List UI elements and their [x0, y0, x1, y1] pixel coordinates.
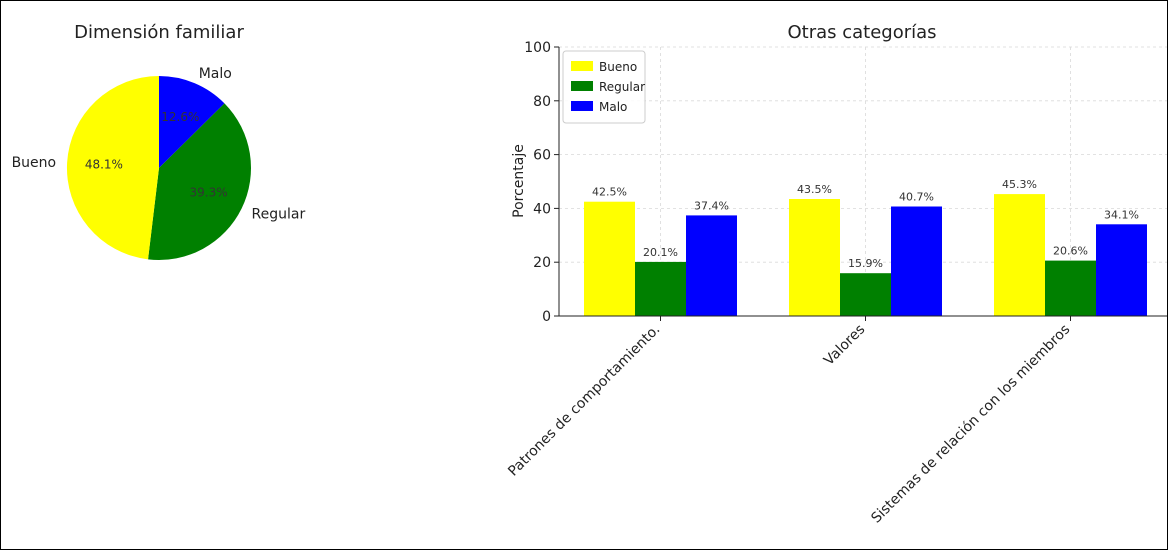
- x-tick-label-sistemas-de-relacion-con-los-miembros: Sistemas de relación con los miembros: [868, 322, 1073, 527]
- bar-malo-sistemas-de-relacion-con-los-miembros: [1096, 224, 1147, 316]
- bar-value-label: 43.5%: [797, 183, 832, 196]
- pie-slices: 12.6% Malo 39.3% Regular 48.1% Bueno: [12, 66, 306, 261]
- bar-value-label: 42.5%: [592, 186, 627, 199]
- pie-category-label-bueno: Bueno: [12, 155, 57, 171]
- bar-regular-valores: [840, 273, 891, 316]
- y-tick-label: 60: [533, 148, 551, 164]
- bar-value-label: 40.7%: [899, 191, 934, 204]
- x-tick-label-valores: Valores: [821, 322, 868, 369]
- pie-slice-malo: [159, 76, 225, 168]
- bar-regular-patrones-de-comportamiento: [635, 261, 686, 316]
- legend-swatch-regular: [571, 81, 593, 91]
- y-tick-label: 100: [524, 40, 551, 56]
- pie-value-label-malo: 12.6%: [161, 110, 199, 124]
- legend-label-bueno: Bueno: [599, 60, 637, 74]
- bar-malo-patrones-de-comportamiento: [686, 215, 737, 316]
- y-tick-label: 0: [542, 309, 551, 325]
- pie-value-label-regular: 39.3%: [190, 185, 228, 199]
- pie-title: Dimensión familiar: [74, 22, 244, 43]
- bar-bueno-valores: [789, 199, 840, 316]
- legend-label-malo: Malo: [599, 100, 627, 114]
- y-axis-label: Porcentaje: [511, 144, 527, 218]
- pie-slice-regular: [148, 103, 252, 261]
- pie-slice-bueno: [66, 75, 159, 260]
- bar-value-label: 20.1%: [643, 246, 678, 259]
- bar-value-label: 20.6%: [1053, 245, 1088, 258]
- bar-value-label: 45.3%: [1002, 178, 1037, 191]
- x-tick-label-patrones-de-comportamiento: Patrones de comportamiento.: [505, 322, 663, 480]
- bar-regular-sistemas-de-relacion-con-los-miembros: [1045, 260, 1096, 316]
- y-tick-label: 80: [533, 94, 551, 110]
- pie-value-label-bueno: 48.1%: [85, 158, 123, 172]
- legend: Bueno Regular Malo: [562, 50, 646, 124]
- bar-bueno-sistemas-de-relacion-con-los-miembros: [994, 194, 1045, 316]
- bar-value-label: 37.4%: [694, 199, 729, 212]
- pie-category-label-regular: Regular: [252, 206, 306, 222]
- y-tick-label: 40: [533, 201, 551, 217]
- bar-value-label: 15.9%: [848, 257, 883, 270]
- bar-malo-valores: [891, 206, 942, 316]
- legend-swatch-bueno: [571, 61, 593, 71]
- pie-chart: Dimensión familiar 12.6% Malo 39.3% Regular…: [12, 22, 306, 261]
- bar-bars: 42.5% 20.1% 37.4% 43.5% 15.9% 40.7% 45.3% 20.6%…: [584, 178, 1147, 316]
- bar-bueno-patrones-de-comportamiento: [584, 201, 635, 316]
- bar-title: Otras categorías: [787, 22, 936, 43]
- bar-value-label: 34.1%: [1104, 208, 1139, 221]
- legend-swatch-malo: [571, 101, 593, 111]
- legend-label-regular: Regular: [599, 80, 645, 94]
- y-tick-label: 20: [533, 255, 551, 271]
- bar-chart: Otras categorías 42.5% 20.1% 37.4% 43.5% 15.…: [505, 22, 1167, 526]
- pie-category-label-malo: Malo: [199, 66, 232, 82]
